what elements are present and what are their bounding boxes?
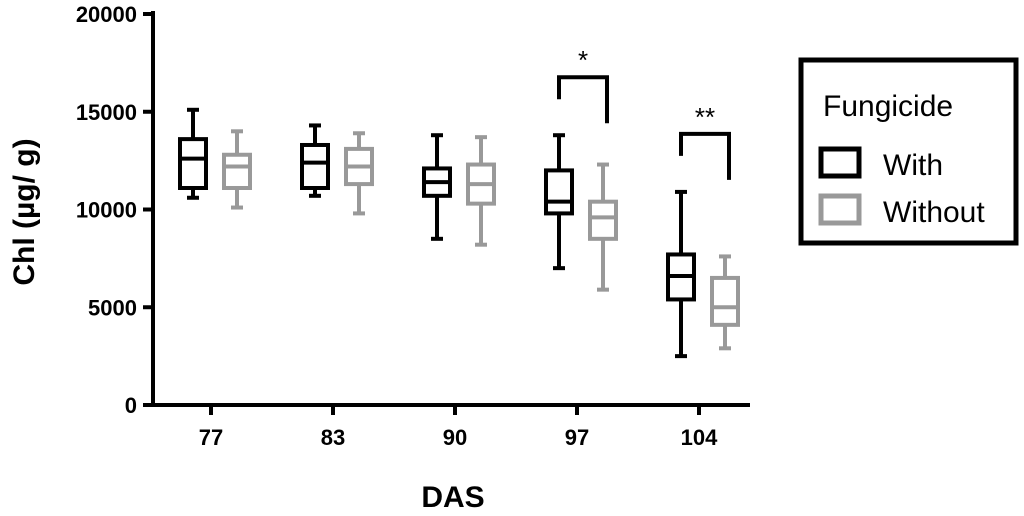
box-with-83 <box>300 123 330 198</box>
y-tick-label: 15000 <box>76 100 137 125</box>
x-ticks: 77 83 90 97 104 <box>199 405 718 450</box>
y-tick-label: 20000 <box>76 2 137 27</box>
x-tick-label: 77 <box>199 425 223 450</box>
y-tick-label: 10000 <box>76 198 137 223</box>
iqr-box <box>710 275 740 327</box>
iqr-box <box>300 142 330 190</box>
significance-bracket: * <box>557 45 609 124</box>
legend-swatch-without <box>818 193 862 226</box>
significance-label: * <box>578 45 588 75</box>
box-without-77 <box>222 129 252 210</box>
x-axis-title: DAS <box>421 481 484 514</box>
box-with-97 <box>544 133 574 271</box>
box-series <box>178 107 740 359</box>
iqr-box <box>222 152 252 190</box>
box-without-90 <box>466 135 496 247</box>
x-tick-label: 104 <box>681 425 718 450</box>
legend-label-with: With <box>883 149 943 182</box>
box-without-83 <box>344 131 374 216</box>
x-tick-label: 83 <box>321 425 345 450</box>
legend-title: Fungicide <box>823 90 953 123</box>
box-with-104 <box>666 189 696 359</box>
x-tick-label: 90 <box>443 425 467 450</box>
iqr-box <box>588 199 618 241</box>
x-tick-label: 97 <box>565 425 589 450</box>
significance-annotations: *** <box>557 45 731 180</box>
y-axis-title: Chl (µg/ g) <box>8 138 41 285</box>
legend-swatch-with <box>818 146 862 179</box>
legend-label-without: Without <box>883 196 985 229</box>
bracket-line <box>557 75 609 124</box>
box-with-90 <box>422 133 452 241</box>
iqr-box <box>544 168 574 216</box>
iqr-box <box>178 137 208 190</box>
box-with-77 <box>178 107 208 200</box>
y-tick-label: 0 <box>125 393 137 418</box>
bracket-line <box>679 131 731 180</box>
legend: Fungicide With Without <box>798 57 1019 246</box>
series-without <box>222 129 740 351</box>
box-without-104 <box>710 254 740 351</box>
significance-bracket: ** <box>679 102 731 180</box>
y-ticks: 0 5000 10000 15000 20000 <box>76 2 153 418</box>
series-with <box>178 107 696 359</box>
significance-label: ** <box>695 102 715 132</box>
y-tick-label: 5000 <box>88 295 137 320</box>
box-without-97 <box>588 162 618 292</box>
